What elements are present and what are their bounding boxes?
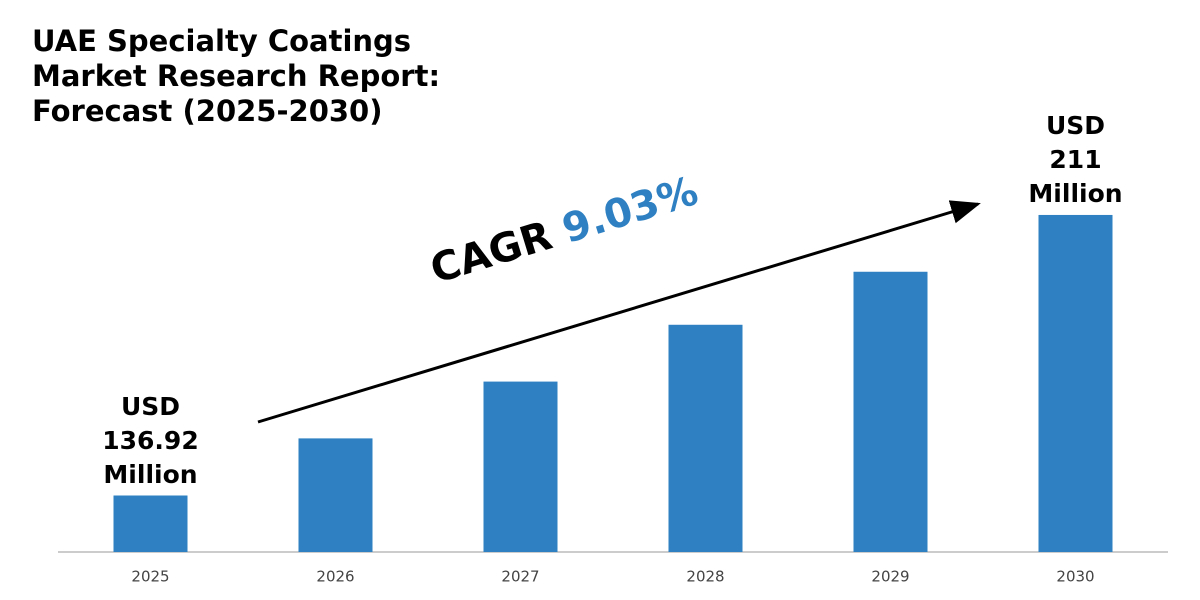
x-tick-label: 2030 (1056, 568, 1094, 586)
x-tick-label: 2025 (131, 568, 169, 586)
value-label: USD 136.92 Million (102, 391, 199, 489)
trend-arrow (257, 200, 981, 424)
chart-title: UAE Specialty Coatings Market Research R… (32, 24, 441, 128)
x-tick-label: 2029 (871, 568, 909, 586)
bar (483, 381, 558, 552)
bar (1038, 214, 1113, 552)
bar (113, 495, 188, 552)
x-tick-label: 2028 (686, 568, 724, 586)
value-label: USD 211 Million (1028, 110, 1123, 208)
x-tick-label: 2027 (501, 568, 539, 586)
x-tick-label: 2026 (316, 568, 354, 586)
bar (298, 438, 373, 552)
bar (853, 271, 928, 552)
bar (668, 324, 743, 552)
